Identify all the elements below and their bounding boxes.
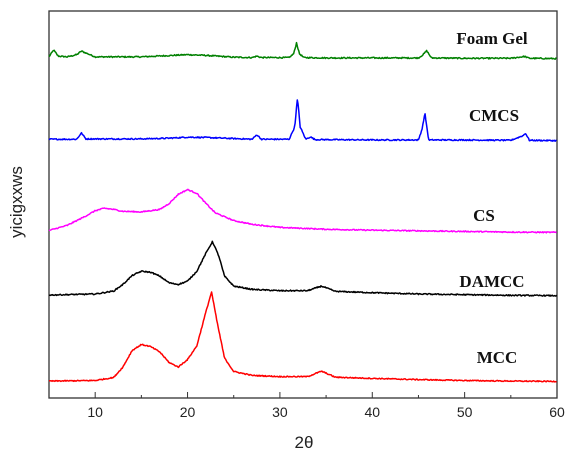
x-tick-label-40: 40: [364, 404, 380, 420]
series-label-cs: CS: [473, 206, 495, 225]
x-tick-label-30: 30: [272, 404, 288, 420]
series-label-foam-gel: Foam Gel: [456, 29, 528, 48]
series-label-mcc: MCC: [477, 348, 518, 367]
x-tick-label-50: 50: [457, 404, 473, 420]
series-line-damcc: [48, 240, 558, 297]
series-line-cs: [48, 188, 557, 234]
series-label-damcc: DAMCC: [459, 272, 524, 291]
y-axis-label: yicigxxws: [7, 166, 26, 238]
series-line-cmcs: [48, 99, 557, 142]
x-axis-label: 2θ: [295, 433, 314, 452]
x-tick-label-10: 10: [87, 404, 103, 420]
series-label-cmcs: CMCS: [469, 106, 519, 125]
x-tick-label-60: 60: [549, 404, 565, 420]
plot-frame: [48, 10, 558, 399]
x-tick-label-20: 20: [180, 404, 196, 420]
series-line-mcc: [48, 291, 557, 383]
series-line-foam-gel: [48, 41, 557, 60]
